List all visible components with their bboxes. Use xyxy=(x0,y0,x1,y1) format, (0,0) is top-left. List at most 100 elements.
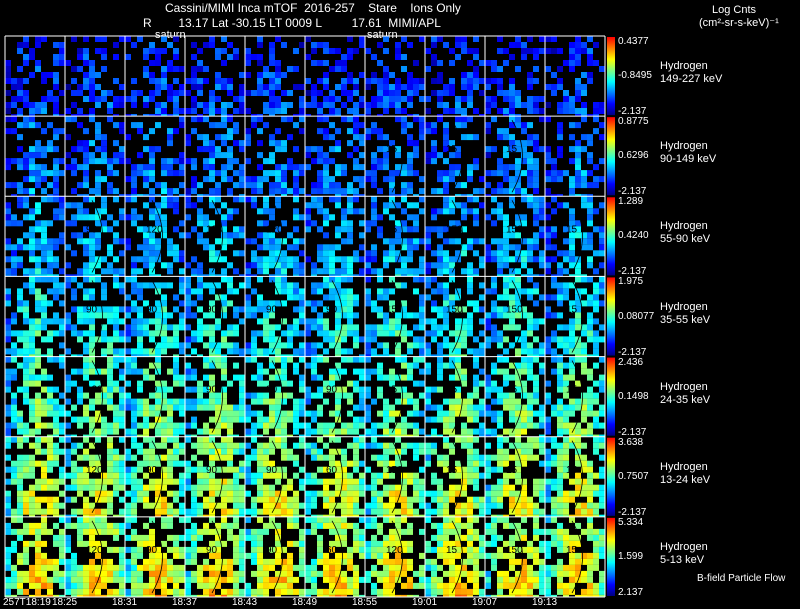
contour-line xyxy=(331,360,343,433)
heatmap-panel-r6-c1 xyxy=(65,516,125,597)
heatmap-panel-r0-c4 xyxy=(245,36,305,117)
colorbar-units: (cm²-sr-s-keV)⁻¹ xyxy=(699,17,779,29)
colorbar-mid-label: 1.599 xyxy=(618,550,644,562)
contour-label: 90 xyxy=(146,465,158,476)
species-label: Hydrogen xyxy=(660,60,708,73)
contour-label: 15 xyxy=(566,465,578,476)
colorbar-min-label: -2.137 xyxy=(618,266,647,278)
colorbar-mid-label: 0.7507 xyxy=(618,470,649,482)
contour-line xyxy=(391,360,403,433)
energy-range-label: 35-55 keV xyxy=(660,313,711,326)
contour-line xyxy=(511,200,523,273)
contour-line xyxy=(391,520,403,594)
contour-line xyxy=(391,200,403,273)
colorbar-mid-label: -0.8495 xyxy=(618,70,652,82)
heatmap-panel-r2-c0 xyxy=(5,196,65,277)
heatmap-panel-r2-c4 xyxy=(245,196,305,277)
contour-label: 90 xyxy=(266,545,278,556)
heatmap-panel-r6-c2 xyxy=(125,516,185,597)
species-label: Hydrogen xyxy=(660,460,708,473)
bfield-particle-flow-note: B-field Particle Flow xyxy=(697,573,786,584)
heatmap-panel-r5-c3 xyxy=(185,436,245,517)
contour-line xyxy=(271,360,283,433)
time-axis-tick-label: 18:31 xyxy=(112,597,138,608)
colorbar-min-label: 2.137 xyxy=(618,587,644,598)
chart-title: Cassini/MIMI Inca mTOF 2016-257 Stare Io… xyxy=(165,1,461,15)
contour-label: 90 xyxy=(266,465,278,476)
contour-line xyxy=(151,440,163,514)
energy-range-label: 149-227 keV xyxy=(660,73,723,86)
contour-line xyxy=(91,360,103,433)
contour-label: 90 xyxy=(206,545,218,556)
heatmap-panel-r5-c4 xyxy=(245,436,305,517)
heatmap-panel-r6-c9 xyxy=(545,516,605,597)
heatmap-panel-r5-c0 xyxy=(5,436,65,517)
colorbar-max-label: 0.8775 xyxy=(618,116,649,128)
heatmap-panel-r3-c3 xyxy=(185,276,245,357)
contour-line xyxy=(151,280,163,353)
time-axis-tick-label: 19:07 xyxy=(472,597,498,608)
contour-line xyxy=(331,440,343,514)
heatmap-panel-r0-c8 xyxy=(485,36,545,117)
contour-line xyxy=(271,520,283,594)
time-axis-tick-label: 19:01 xyxy=(412,597,438,608)
colorbar-mid-label: 0.6296 xyxy=(618,150,649,162)
heatmap-panel-r0-c0 xyxy=(5,36,65,117)
energy-range-label: 24-35 keV xyxy=(660,393,711,406)
heatmap-panel-r3-c0 xyxy=(5,276,65,357)
contour-line xyxy=(271,200,283,273)
contour-line xyxy=(211,360,223,433)
heatmap-panel-r1-c6 xyxy=(365,116,425,197)
colorbar xyxy=(607,277,615,356)
heatmap-panel-r4-c9 xyxy=(545,356,605,437)
heatmap-panel-r6-c8 xyxy=(485,516,545,597)
energy-range-label: 55-90 keV xyxy=(660,233,711,246)
contour-label: 90 xyxy=(266,304,278,315)
heatmap-panel-r0-c3 xyxy=(185,36,245,117)
heatmap-panel-r2-c1 xyxy=(65,196,125,277)
heatmap-panel-r0-c9 xyxy=(545,36,605,117)
heatmap-panel-r3-c1 xyxy=(65,276,125,357)
colorbar-max-label: 0.4377 xyxy=(618,36,649,47)
heatmap-panel-r3-c4 xyxy=(245,276,305,357)
contour-line xyxy=(571,360,583,433)
heatmap-panel-r4-c2 xyxy=(125,356,185,437)
colorbar-mid-label: 0.08077 xyxy=(618,310,655,322)
energy-range-label: 90-149 keV xyxy=(660,153,717,166)
contour-label: 15 xyxy=(386,224,398,235)
heatmap-panel-r4-c4 xyxy=(245,356,305,437)
heatmap-panel-r0-c6 xyxy=(365,36,425,117)
contour-label: 90 xyxy=(146,385,158,396)
heatmap-panel-r4-c6 xyxy=(365,356,425,437)
colorbar-units-title: Log Cnts xyxy=(712,4,757,16)
contour-line xyxy=(271,280,283,353)
contour-label: 120 xyxy=(86,465,103,476)
heatmap-panel-r5-c2 xyxy=(125,436,185,517)
heatmap-panel-r4-c7 xyxy=(425,356,485,437)
contour-label: 90 xyxy=(86,304,98,315)
contour-label: 120 xyxy=(146,224,163,235)
contour-line xyxy=(511,119,523,193)
contour-label: 90 xyxy=(146,304,158,315)
colorbar-mid-label: 0.1498 xyxy=(618,390,649,402)
heatmap-panel-r0-c1 xyxy=(65,36,125,117)
heatmap-panel-r6-c5 xyxy=(305,516,365,597)
heatmap-panel-r2-c6 xyxy=(365,196,425,277)
heatmap-panel-r5-c8 xyxy=(485,436,545,517)
contour-label: 150 xyxy=(446,304,463,315)
heatmap-panel-r2-c5 xyxy=(305,196,365,277)
contour-label: 120 xyxy=(206,224,223,235)
energy-range-label: 5-13 keV xyxy=(660,553,705,566)
contour-line xyxy=(391,440,403,514)
heatmap-panel-r6-c4 xyxy=(245,516,305,597)
heatmap-panel-r0-c2 xyxy=(125,36,185,117)
contour-label: 150 xyxy=(506,304,523,315)
contour-label: 15 xyxy=(506,385,518,396)
heatmap-panel-r5-c5 xyxy=(305,436,365,517)
contour-line xyxy=(451,520,463,594)
colorbar xyxy=(607,117,615,196)
time-axis-tick-label: 18:25 xyxy=(52,597,78,608)
time-axis-tick-label: 257T18:19 xyxy=(3,597,51,608)
contour-line xyxy=(331,520,343,594)
